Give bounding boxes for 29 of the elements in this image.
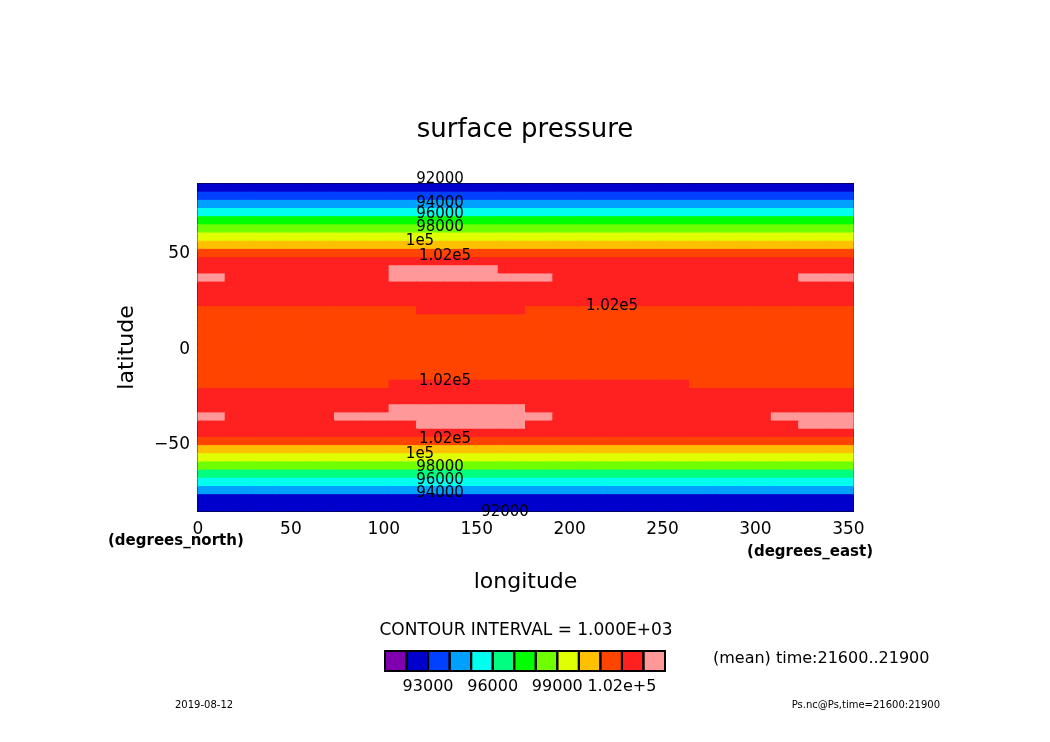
color-bar-label: 93000 bbox=[402, 675, 454, 695]
text: (degrees_east) bbox=[747, 542, 873, 560]
y-tick-label: 50 bbox=[168, 242, 190, 263]
x-tick-label: 300 bbox=[739, 517, 772, 538]
y-axis-title: latitude bbox=[112, 305, 138, 390]
text: (mean) time:21600..21900 bbox=[713, 647, 930, 667]
x-tick-label: 50 bbox=[280, 517, 302, 538]
color-bar-label: 99000 bbox=[531, 675, 583, 695]
annotation: 92000 bbox=[416, 169, 464, 187]
y-tick-label: 0 bbox=[179, 337, 190, 358]
text: 2019-08-12 bbox=[175, 698, 234, 710]
color-bar-label: 1.02e+5 bbox=[587, 675, 657, 695]
x-tick-label: 100 bbox=[367, 517, 401, 538]
chart-title: surface pressure bbox=[416, 113, 634, 143]
annotation: 1.02e5 bbox=[585, 296, 639, 314]
y-tick-label: −50 bbox=[154, 432, 190, 453]
annotation: 1.02e5 bbox=[418, 246, 472, 264]
annotation: 1.02e5 bbox=[418, 371, 472, 389]
text: CONTOUR INTERVAL = 1.000E+03 bbox=[379, 619, 673, 639]
annotation: 1e5 bbox=[405, 231, 435, 249]
x-axis-title: longitude bbox=[473, 567, 578, 593]
annotation: 1.02e5 bbox=[418, 429, 472, 447]
x-tick-label: 200 bbox=[553, 517, 586, 538]
annotation: 92000 bbox=[481, 502, 529, 520]
text: Ps.nc@Ps,time=21600:21900 bbox=[791, 698, 940, 710]
x-tick-label: 350 bbox=[832, 517, 865, 538]
color-bar-label: 96000 bbox=[467, 675, 519, 695]
x-tick-label: 250 bbox=[646, 517, 679, 538]
x-tick-label: 150 bbox=[460, 517, 493, 538]
